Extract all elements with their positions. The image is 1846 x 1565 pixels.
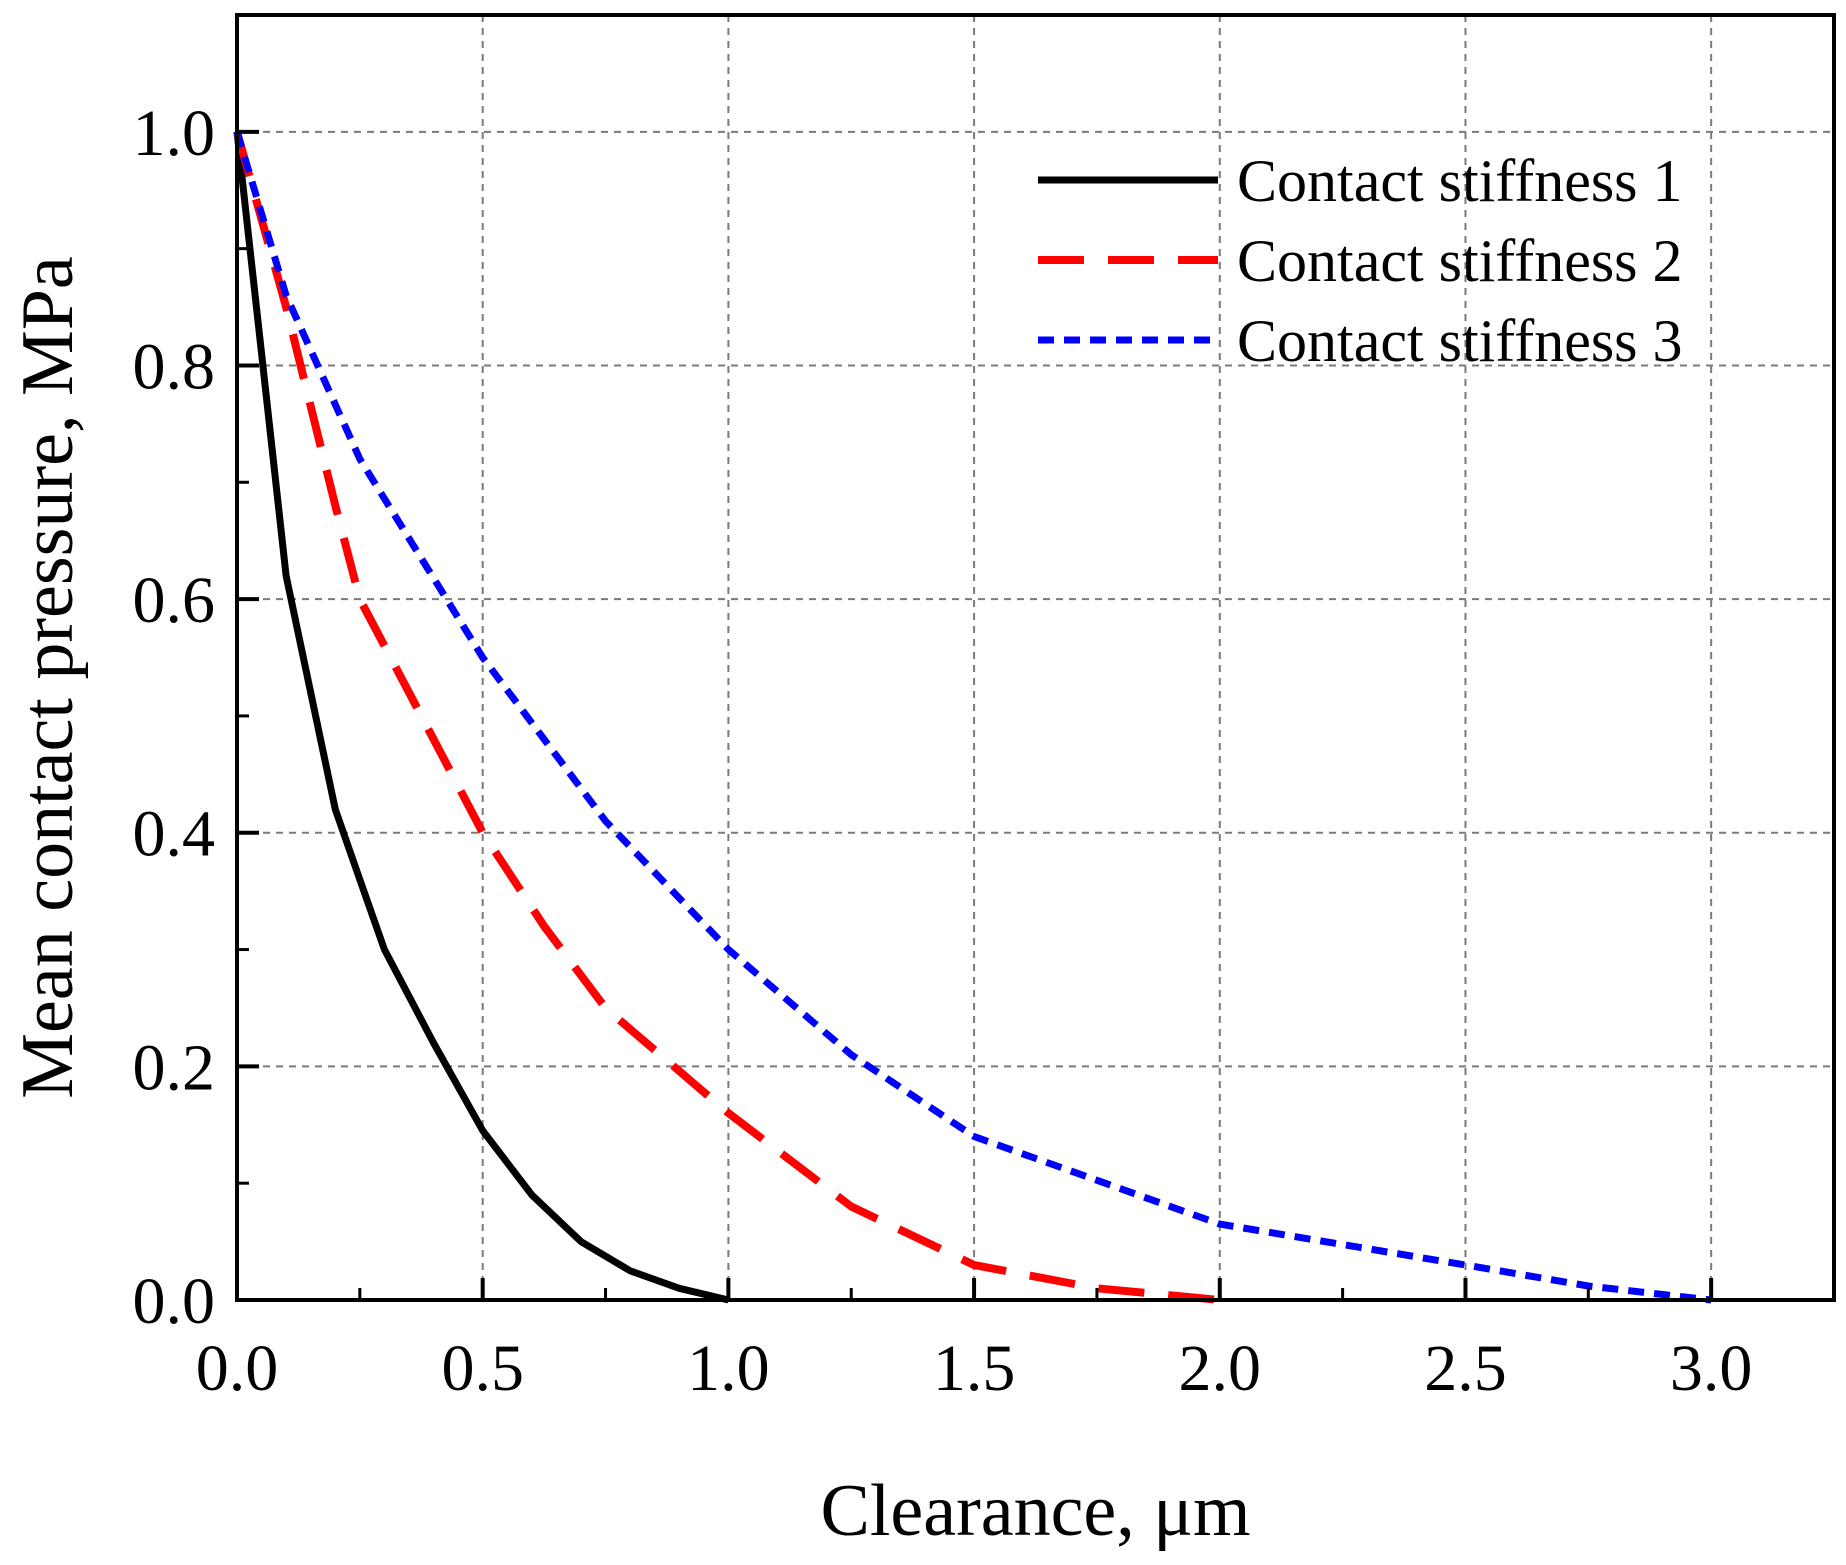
x-tick-label: 2.5 xyxy=(1424,1332,1507,1405)
grid xyxy=(237,15,1834,1300)
x-tick-label: 1.5 xyxy=(933,1332,1016,1405)
legend-label-2: Contact stiffness 2 xyxy=(1237,228,1683,294)
axis-ticks xyxy=(235,13,1714,1302)
series-line-1 xyxy=(233,131,730,1304)
x-tick-label: 2.0 xyxy=(1179,1332,1262,1405)
series-line-3 xyxy=(233,130,1712,1304)
tick-labels: 0.0 0.5 1.0 1.5 2.0 2.5 3.0 0.0 0.2 0.4 0.6 0.8 1.0 xyxy=(133,97,1753,1405)
legend-label-3: Contact stiffness 3 xyxy=(1237,308,1683,374)
y-axis-label: Mean contact pressure, MPa xyxy=(7,256,89,1099)
series-layer xyxy=(233,130,1712,1304)
series-line-2 xyxy=(233,130,1221,1304)
x-axis-label: Clearance, μm xyxy=(820,1470,1250,1552)
x-tick-label: 0.0 xyxy=(196,1332,279,1405)
y-tick-label: 0.2 xyxy=(133,1031,216,1104)
plot-frame xyxy=(235,13,1836,1302)
legend-label-1: Contact stiffness 1 xyxy=(1237,148,1683,214)
x-tick-label: 0.5 xyxy=(441,1332,524,1405)
y-tick-label: 0.6 xyxy=(133,564,216,637)
y-tick-label: 0.0 xyxy=(133,1265,216,1338)
x-tick-label: 1.0 xyxy=(687,1332,770,1405)
y-tick-label: 0.4 xyxy=(133,798,216,871)
legend: Contact stiffness 1 Contact stiffness 2 Co… xyxy=(1038,148,1683,374)
x-tick-label: 3.0 xyxy=(1670,1332,1753,1405)
y-tick-label: 0.8 xyxy=(133,330,216,403)
y-tick-label: 1.0 xyxy=(133,97,216,170)
